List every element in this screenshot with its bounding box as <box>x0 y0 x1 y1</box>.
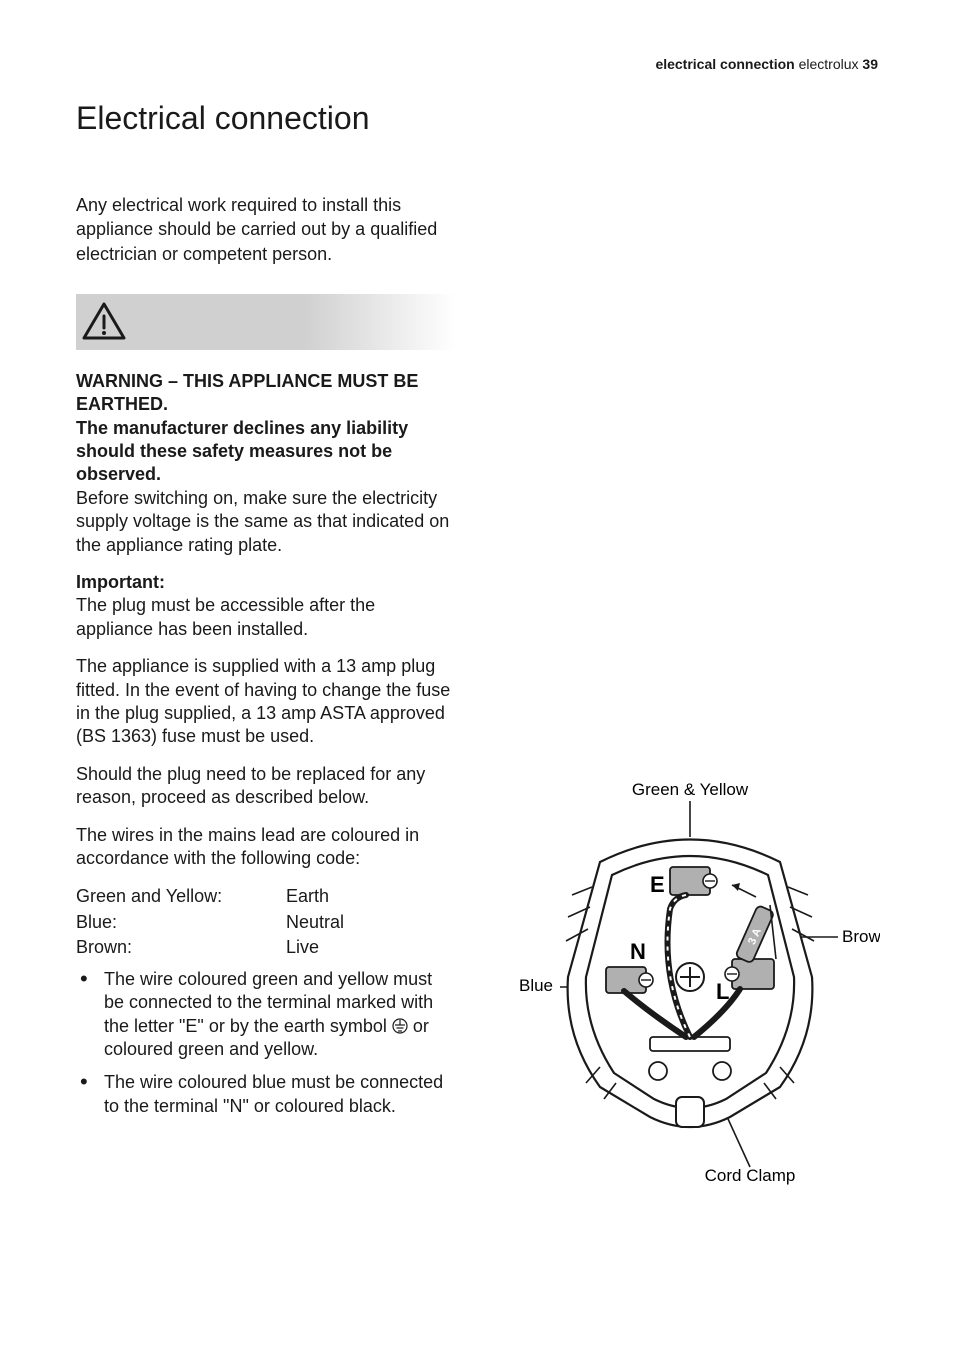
bullet-list: The wire coloured green and yellow must … <box>76 968 456 1118</box>
wire-table: Green and Yellow: Earth Blue: Neutral Br… <box>76 884 456 960</box>
plug-access-para: The plug must be accessible after the ap… <box>76 594 456 641</box>
wire-row: Blue: Neutral <box>76 910 456 935</box>
plug-diagram: Green & Yellow Blue Brown Cord Clamp <box>500 777 880 1202</box>
intro-paragraph: Any electrical work required to install … <box>76 193 456 266</box>
diagram-label-top: Green & Yellow <box>632 780 749 799</box>
warning-icon <box>80 298 128 346</box>
diagram-label-bottom: Cord Clamp <box>705 1166 796 1185</box>
left-column: Any electrical work required to install … <box>76 193 456 1202</box>
warning-heading: WARNING – THIS APPLIANCE MUST BE EARTHED… <box>76 371 418 414</box>
important-label: Important: <box>76 571 456 594</box>
terminal-n: N <box>630 939 646 964</box>
wires-intro-para: The wires in the mains lead are coloured… <box>76 824 456 871</box>
terminal-e: E <box>650 872 665 897</box>
replace-para: Should the plug need to be replaced for … <box>76 763 456 810</box>
header-section: electrical connection <box>655 56 794 72</box>
wire-label: Blue: <box>76 910 286 935</box>
bullet-earth: The wire coloured green and yellow must … <box>76 968 456 1062</box>
right-column: Green & Yellow Blue Brown Cord Clamp <box>500 193 880 1202</box>
terminal-l: L <box>716 979 729 1004</box>
warning-subheading: The manufacturer declines any liability … <box>76 418 408 485</box>
page-header: electrical connection electrolux 39 <box>76 56 878 72</box>
page-title: Electrical connection <box>76 100 878 137</box>
warning-banner <box>76 294 456 350</box>
earth-symbol-icon <box>392 1017 408 1033</box>
voltage-note: Before switching on, make sure the elect… <box>76 488 449 555</box>
wire-label: Green and Yellow: <box>76 884 286 909</box>
wire-row: Green and Yellow: Earth <box>76 884 456 909</box>
wire-row: Brown: Live <box>76 935 456 960</box>
diagram-label-right: Brown <box>842 927 880 946</box>
wire-value: Neutral <box>286 910 344 935</box>
diagram-label-left: Blue <box>519 976 553 995</box>
fuse-para: The appliance is supplied with a 13 amp … <box>76 655 456 749</box>
header-brand: electrolux <box>799 56 863 72</box>
wire-label: Brown: <box>76 935 286 960</box>
wire-value: Earth <box>286 884 329 909</box>
wire-value: Live <box>286 935 319 960</box>
bullet-blue: The wire coloured blue must be connected… <box>76 1071 456 1118</box>
warning-text: WARNING – THIS APPLIANCE MUST BE EARTHED… <box>76 370 456 557</box>
header-page: 39 <box>862 56 878 72</box>
